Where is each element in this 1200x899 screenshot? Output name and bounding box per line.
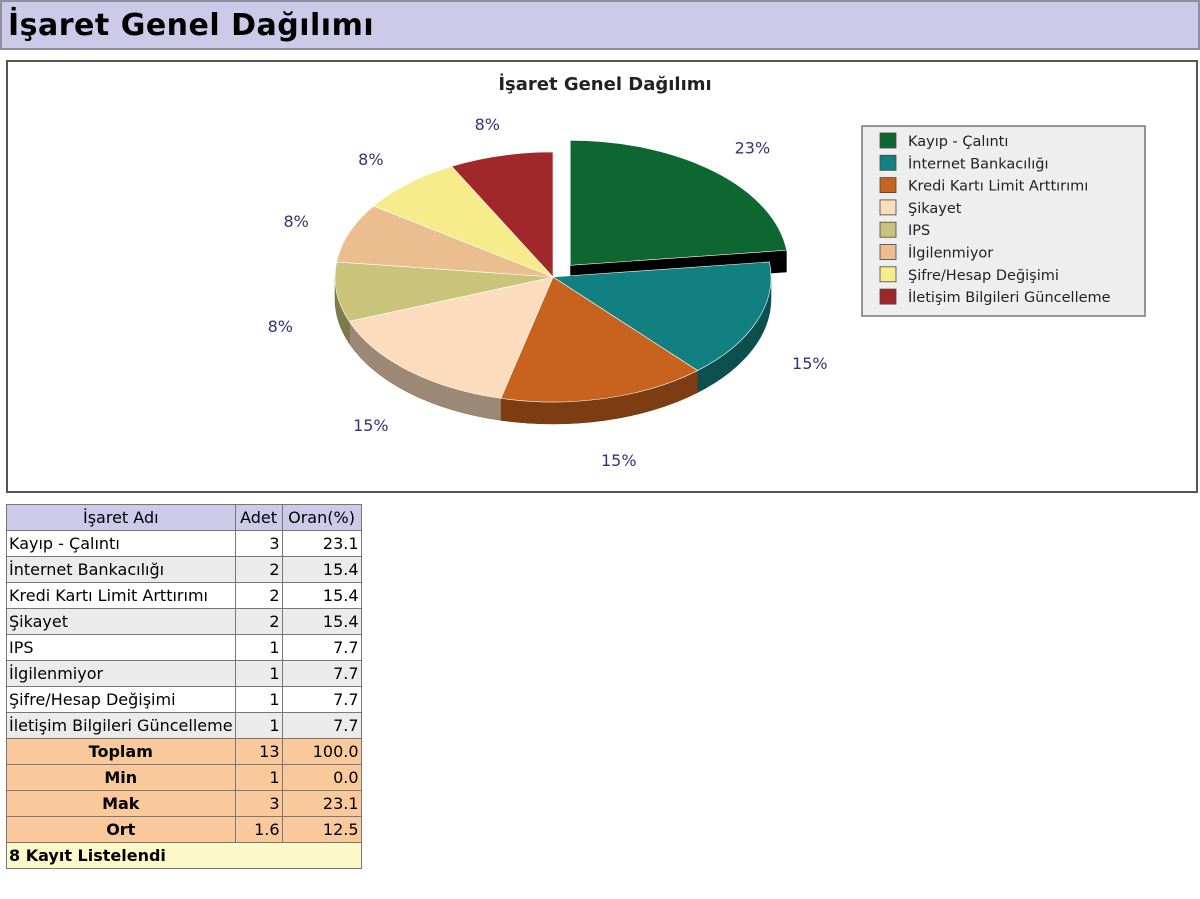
legend-label-ilgilenmiyor: İlgilenmiyor [908,244,993,262]
chart-panel: İşaret Genel Dağılımı 23% 15% 15% 15% 8% 8% 8%… [6,60,1198,493]
chart-title: İşaret Genel Dağılımı [498,73,711,95]
cell-count: 1 [234,660,283,687]
legend-label-kayip-calinti: Kayıp - Çalıntı [908,134,1008,150]
cell-count: 1 [234,686,283,713]
cell-name: İletişim Bilgileri Güncelleme [6,712,236,739]
slice-label-sifre-hesap-degisimi: 8% [358,150,383,169]
summary-ratio: 23.1 [281,790,362,817]
table-row: İletişim Bilgileri Güncelleme 1 7.7 [6,712,362,739]
pie-slice-ilgilenmiyor[interactable] [336,205,554,278]
cell-name: Kredi Kartı Limit Arttırımı [6,582,236,609]
slice-label-kayip-calinti: 23% [735,138,771,157]
legend-swatch-iletisim-bilgileri-guncelleme [879,288,897,305]
table-header-row: İşaret Adı Adet Oran(%) [6,504,362,531]
page-header: İşaret Genel Dağılımı [0,0,1200,50]
cell-name: Şikayet [6,608,236,635]
legend-swatch-ilgilenmiyor [879,244,897,260]
cell-name: İlgilenmiyor [6,660,236,687]
legend-label-iletisim-bilgileri-guncelleme: İletişim Bilgileri Güncelleme [908,288,1111,306]
legend-label-sikayet: Şikayet [908,201,962,217]
legend-swatch-internet-bankaciligi [879,154,897,171]
cell-count: 3 [234,530,283,557]
summary-row-total: Toplam 13 100.0 [6,738,362,765]
legend-swatch-sikayet [879,199,897,216]
summary-ratio: 100.0 [281,738,362,765]
legend-swatch-kayip-calinti [879,132,897,149]
pie-slice-iletisim-bilgileri-guncelleme[interactable] [451,151,554,278]
legend-label-internet-bankaciligi: İnternet Bankacılığı [908,154,1049,172]
summary-count: 1.6 [234,816,283,843]
slice-label-internet-bankaciligi: 15% [792,354,828,373]
summary-row-max: Mak 3 23.1 [6,790,362,817]
cell-name: IPS [6,634,236,661]
pie-slice-sikayet[interactable] [348,276,554,399]
cell-name: Kayıp - Çalıntı [6,530,236,557]
slice-label-iletisim-bilgileri-guncelleme: 8% [475,115,500,134]
summary-count: 13 [234,738,283,765]
header-adet[interactable]: Adet [234,504,283,531]
cell-count: 2 [234,608,283,635]
table-row: Kredi Kartı Limit Arttırımı 2 15.4 [6,582,362,609]
table-row: Şifre/Hesap Değişimi 1 7.7 [6,686,362,713]
table-row: Şikayet 2 15.4 [6,608,362,635]
slice-label-kredi-karti-limit-arttirimi: 15% [601,451,637,470]
cell-ratio: 7.7 [281,634,362,661]
table-row: IPS 1 7.7 [6,634,362,661]
cell-ratio: 7.7 [281,660,362,687]
summary-row-min: Min 1 0.0 [6,764,362,791]
cell-ratio: 7.7 [281,712,362,739]
pie-slice-ips[interactable] [334,261,554,322]
header-isaret-adi[interactable]: İşaret Adı [6,504,236,531]
legend-label-ips: IPS [908,223,930,239]
cell-name: İnternet Bankacılığı [6,556,236,583]
summary-ratio: 12.5 [281,816,362,843]
summary-count: 1 [234,764,283,791]
legend-box [861,125,1146,317]
pie-slice-kredi-karti-limit-arttirimi[interactable] [500,276,699,403]
legend-swatch-sifre-hesap-degisimi [879,266,897,283]
legend-label-sifre-hesap-degisimi: Şifre/Hesap Değişimi [908,268,1059,284]
pie-chart: İşaret Genel Dağılımı 23% 15% 15% 15% 8% 8% 8%… [268,73,1146,470]
cell-name: Şifre/Hesap Değişimi [6,686,236,713]
summary-label: Toplam [6,738,236,765]
cell-count: 1 [234,712,283,739]
record-count: 8 Kayıt Listelendi [6,842,362,869]
cell-count: 2 [234,582,283,609]
summary-label: Ort [6,816,236,843]
data-table: İşaret Adı Adet Oran(%) Kayıp - Çalıntı … [6,504,362,869]
table-row: İnternet Bankacılığı 2 15.4 [6,556,362,583]
legend-swatch-kredi-karti-limit-arttirimi [879,177,897,193]
cell-ratio: 23.1 [281,530,362,557]
legend-swatch-ips [879,221,897,238]
legend-label-kredi-karti-limit-arttirimi: Kredi Kartı Limit Arttırımı [908,179,1088,195]
summary-label: Min [6,764,236,791]
header-oran[interactable]: Oran(%) [281,504,362,531]
cell-count: 1 [234,634,283,661]
record-count-row: 8 Kayıt Listelendi [6,842,362,869]
summary-count: 3 [234,790,283,817]
slice-label-sikayet: 15% [353,416,389,435]
chart-legend: Kayıp - Çalıntı İnternet Bankacılığı Kredi… [861,125,1146,317]
pie-slice-kayip-calinti[interactable] [569,140,788,266]
cell-ratio: 7.7 [281,686,362,713]
pie-slice-sifre-hesap-degisimi[interactable] [373,165,554,278]
table-row: İlgilenmiyor 1 7.7 [6,660,362,687]
cell-count: 2 [234,556,283,583]
cell-ratio: 15.4 [281,608,362,635]
table-row: Kayıp - Çalıntı 3 23.1 [6,530,362,557]
summary-row-avg: Ort 1.6 12.5 [6,816,362,843]
slice-label-ilgilenmiyor: 8% [283,212,308,231]
pie-slice-internet-bankaciligi[interactable] [552,261,772,371]
page-title: İşaret Genel Dağılımı [8,8,375,43]
cell-ratio: 15.4 [281,556,362,583]
slice-label-ips: 8% [268,317,293,336]
summary-label: Mak [6,790,236,817]
cell-ratio: 15.4 [281,582,362,609]
summary-ratio: 0.0 [281,764,362,791]
